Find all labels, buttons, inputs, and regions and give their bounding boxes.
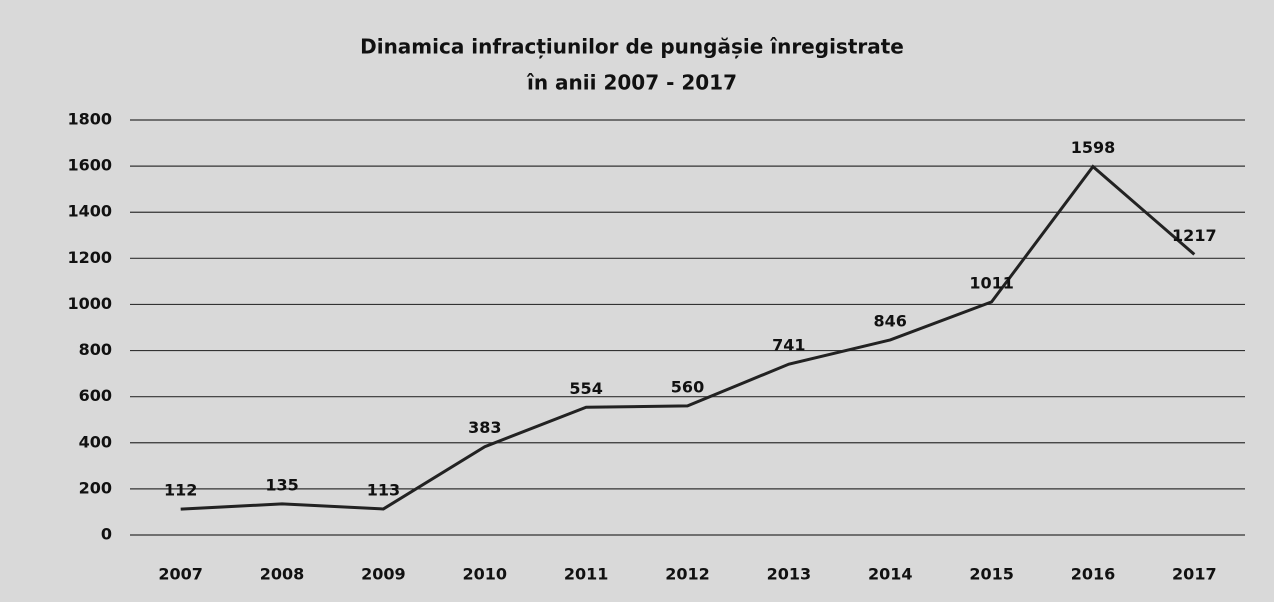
data-label: 554 <box>569 379 602 398</box>
x-tick-label: 2007 <box>158 565 203 584</box>
data-label: 560 <box>671 377 704 396</box>
x-tick-label: 2009 <box>361 565 406 584</box>
data-label: 1011 <box>969 273 1014 292</box>
x-tick-label: 2017 <box>1172 565 1217 584</box>
data-label: 383 <box>468 418 501 437</box>
x-tick-label: 2010 <box>463 565 508 584</box>
y-tick-label: 0 <box>101 525 112 544</box>
y-tick-label: 1800 <box>67 110 112 129</box>
y-tick-label: 200 <box>79 478 112 497</box>
x-tick-label: 2013 <box>767 565 812 584</box>
data-label: 1598 <box>1071 138 1116 157</box>
chart-title: Dinamica infracțiunilor de pungășie înre… <box>360 35 904 59</box>
y-tick-label: 1200 <box>67 248 112 267</box>
x-tick-label: 2008 <box>260 565 305 584</box>
x-tick-label: 2011 <box>564 565 609 584</box>
data-label: 113 <box>367 480 400 499</box>
chart-subtitle: în anii 2007 - 2017 <box>526 71 737 95</box>
data-label: 741 <box>772 336 805 355</box>
x-tick-label: 2015 <box>969 565 1014 584</box>
data-label: 135 <box>265 475 298 494</box>
y-tick-label: 1000 <box>67 294 112 313</box>
data-label: 112 <box>164 481 197 500</box>
x-tick-label: 2016 <box>1071 565 1116 584</box>
y-tick-label: 600 <box>79 386 112 405</box>
data-label: 1217 <box>1172 226 1217 245</box>
data-label: 846 <box>874 311 907 330</box>
y-tick-label: 400 <box>79 432 112 451</box>
line <box>180 164 1196 511</box>
y-tick-label: 800 <box>79 340 112 359</box>
x-tick-label: 2014 <box>868 565 913 584</box>
x-tick-label: 2012 <box>665 565 710 584</box>
y-tick-label: 1600 <box>67 156 112 175</box>
y-tick-label: 1400 <box>67 202 112 221</box>
